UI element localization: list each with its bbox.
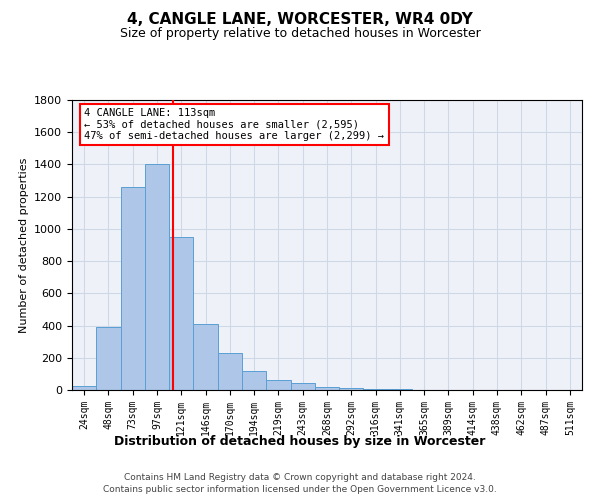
Bar: [218, 353, 242, 390]
Text: 4 CANGLE LANE: 113sqm
← 53% of detached houses are smaller (2,595)
47% of semi-d: 4 CANGLE LANE: 113sqm ← 53% of detached …: [85, 108, 385, 142]
Text: Size of property relative to detached houses in Worcester: Size of property relative to detached ho…: [119, 28, 481, 40]
Bar: [290, 383, 315, 390]
Text: 4, CANGLE LANE, WORCESTER, WR4 0DY: 4, CANGLE LANE, WORCESTER, WR4 0DY: [127, 12, 473, 28]
Bar: [72, 386, 96, 390]
Bar: [242, 370, 266, 390]
Bar: [364, 388, 388, 390]
Bar: [315, 387, 339, 390]
Bar: [266, 380, 290, 390]
Bar: [121, 187, 145, 390]
Text: Contains public sector information licensed under the Open Government Licence v3: Contains public sector information licen…: [103, 485, 497, 494]
Bar: [388, 389, 412, 390]
Bar: [193, 324, 218, 390]
Text: Contains HM Land Registry data © Crown copyright and database right 2024.: Contains HM Land Registry data © Crown c…: [124, 472, 476, 482]
Y-axis label: Number of detached properties: Number of detached properties: [19, 158, 29, 332]
Bar: [145, 164, 169, 390]
Bar: [339, 388, 364, 390]
Bar: [169, 237, 193, 390]
Bar: [96, 327, 121, 390]
Text: Distribution of detached houses by size in Worcester: Distribution of detached houses by size …: [115, 435, 485, 448]
